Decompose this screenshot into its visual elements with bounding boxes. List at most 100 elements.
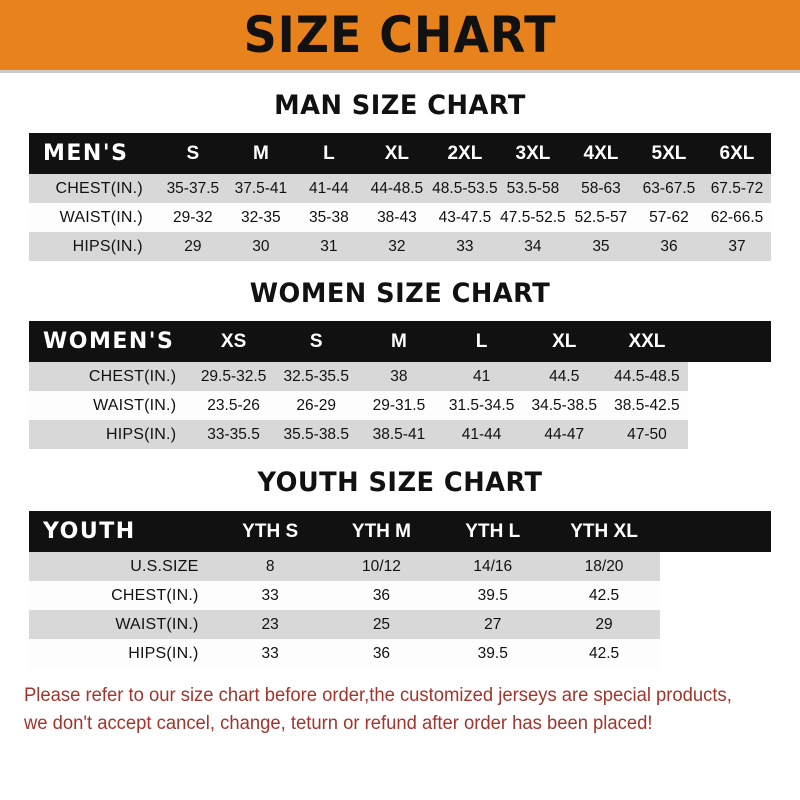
youth-section-title: YOUTH SIZE CHART: [257, 467, 543, 498]
men-header-label: MEN'S: [29, 133, 159, 174]
footer-notice-line-1: Please refer to our size chart before or…: [24, 685, 732, 706]
youth-measurement-cell: 8: [214, 552, 326, 581]
men-measurement-cell: 63-67.5: [634, 174, 703, 203]
youth-measurement-cell-empty: [659, 552, 771, 581]
men-measurement-cell: 35-37.5: [158, 174, 227, 203]
table-row: HIPS(IN.) 33-35.5 35.5-38.5 38.5-41 41-44 44-…: [29, 420, 771, 449]
men-measurement-cell: 58-63: [566, 174, 635, 203]
youth-row-label: CHEST(IN.): [29, 581, 215, 610]
men-measurement-cell: 37.5-41: [226, 174, 295, 203]
men-measurement-cell: 57-62: [634, 203, 703, 232]
men-measurement-cell: 29-32: [158, 203, 227, 232]
women-measurement-cell: 35.5-38.5: [274, 420, 358, 449]
men-column-header: S: [158, 133, 227, 174]
women-column-header: M: [357, 321, 441, 362]
men-measurement-cell: 47.5-52.5: [498, 203, 567, 232]
women-column-header: L: [440, 321, 523, 362]
men-measurement-cell: 44-48.5: [362, 174, 431, 203]
women-measurement-cell: 47-50: [605, 420, 689, 449]
women-measurement-cell-empty: [688, 391, 771, 420]
youth-column-header: YTH XL: [548, 511, 660, 552]
women-column-header: XL: [522, 321, 606, 362]
women-measurement-cell: 23.5-26: [192, 391, 275, 420]
youth-measurement-cell: 33: [214, 581, 326, 610]
youth-measurement-cell: 14/16: [437, 552, 549, 581]
footer-notice-line-2: we don't accept cancel, change, teturn o…: [24, 712, 653, 734]
women-measurement-cell: 44.5: [522, 362, 606, 391]
men-measurement-cell: 43-47.5: [430, 203, 499, 232]
men-column-header: 6XL: [702, 133, 771, 174]
men-table-header-row: MEN'S S M L XL 2XL 3XL 4XL 5XL 6XL: [29, 133, 771, 174]
table-row: HIPS(IN.) 33 36 39.5 42.5: [29, 639, 771, 668]
youth-column-header: YTH L: [437, 511, 549, 552]
table-row: U.S.SIZE 8 10/12 14/16 18/20: [29, 552, 771, 581]
men-column-header: 2XL: [430, 133, 499, 174]
men-measurement-cell: 35-38: [294, 203, 363, 232]
men-measurement-cell: 48.5-53.5: [430, 174, 499, 203]
women-measurement-cell-empty: [688, 420, 771, 449]
men-column-header: 5XL: [634, 133, 703, 174]
women-section-title: WOMEN SIZE CHART: [249, 278, 551, 309]
women-measurement-cell: 44.5-48.5: [605, 362, 689, 391]
women-measurement-cell: 38: [357, 362, 441, 391]
women-column-header: XXL: [605, 321, 689, 362]
men-measurement-cell: 34: [498, 232, 567, 261]
youth-row-label: U.S.SIZE: [29, 552, 215, 581]
women-table-header-row: WOMEN'S XS S M L XL XXL: [29, 321, 771, 362]
youth-measurement-cell: 39.5: [437, 581, 549, 610]
men-measurement-cell: 36: [634, 232, 703, 261]
men-measurement-cell: 67.5-72: [702, 174, 771, 203]
youth-measurement-cell-empty: [659, 610, 771, 639]
men-row-label: HIPS(IN.): [29, 232, 159, 261]
women-measurement-cell-empty: [688, 362, 771, 391]
women-size-table-wrapper: WOMEN'S XS S M L XL XXL CHEST(IN.) 29.5-32.5 32.5…: [29, 321, 771, 449]
women-column-header-empty: [688, 321, 771, 362]
man-size-table: MEN'S S M L XL 2XL 3XL 4XL 5XL 6XL CHEST(IN.) 35-37…: [29, 133, 771, 261]
youth-measurement-cell: 18/20: [548, 552, 660, 581]
youth-measurement-cell-empty: [659, 581, 771, 610]
men-measurement-cell: 37: [702, 232, 771, 261]
table-row: CHEST(IN.) 29.5-32.5 32.5-35.5 38 41 44.5 44.5…: [29, 362, 771, 391]
banner-divider: [0, 70, 800, 73]
women-measurement-cell: 34.5-38.5: [522, 391, 606, 420]
men-measurement-cell: 30: [226, 232, 295, 261]
youth-measurement-cell: 36: [325, 581, 438, 610]
youth-measurement-cell: 27: [437, 610, 549, 639]
women-header-label: WOMEN'S: [29, 321, 193, 362]
women-measurement-cell: 33-35.5: [192, 420, 275, 449]
men-column-header: 4XL: [566, 133, 635, 174]
youth-row-label: HIPS(IN.): [29, 639, 215, 668]
table-row: WAIST(IN.) 29-32 32-35 35-38 38-43 43-47.5 47.…: [29, 203, 771, 232]
women-measurement-cell: 44-47: [522, 420, 606, 449]
men-measurement-cell: 62-66.5: [702, 203, 771, 232]
youth-size-table: YOUTH YTH S YTH M YTH L YTH XL U.S.SIZE 8 10/12…: [29, 511, 771, 668]
women-row-label: CHEST(IN.): [29, 362, 193, 391]
youth-column-header: YTH S: [214, 511, 326, 552]
youth-measurement-cell: 23: [214, 610, 326, 639]
men-column-header: L: [294, 133, 363, 174]
men-measurement-cell: 31: [294, 232, 363, 261]
size-chart-banner: SIZE CHART: [0, 0, 800, 70]
women-measurement-cell: 38.5-41: [357, 420, 441, 449]
youth-measurement-cell: 10/12: [325, 552, 438, 581]
men-measurement-cell: 53.5-58: [498, 174, 567, 203]
men-measurement-cell: 29: [158, 232, 227, 261]
youth-measurement-cell: 39.5: [437, 639, 549, 668]
table-row: HIPS(IN.) 29 30 31 32 33 34 35 36 37: [29, 232, 771, 261]
women-measurement-cell: 41-44: [440, 420, 523, 449]
youth-row-label: WAIST(IN.): [29, 610, 215, 639]
youth-measurement-cell: 36: [325, 639, 438, 668]
banner-title: SIZE CHART: [243, 6, 557, 64]
women-column-header: XS: [192, 321, 275, 362]
women-size-table: WOMEN'S XS S M L XL XXL CHEST(IN.) 29.5-32.5 32.5…: [29, 321, 771, 449]
man-size-table-wrapper: MEN'S S M L XL 2XL 3XL 4XL 5XL 6XL CHEST(IN.) 35-37…: [29, 133, 771, 261]
women-measurement-cell: 26-29: [274, 391, 358, 420]
youth-table-header-row: YOUTH YTH S YTH M YTH L YTH XL: [29, 511, 771, 552]
men-column-header: M: [226, 133, 295, 174]
men-measurement-cell: 52.5-57: [566, 203, 635, 232]
women-row-label: WAIST(IN.): [29, 391, 193, 420]
men-row-label: WAIST(IN.): [29, 203, 159, 232]
women-measurement-cell: 41: [440, 362, 523, 391]
men-column-header: XL: [362, 133, 431, 174]
youth-measurement-cell: 29: [548, 610, 660, 639]
